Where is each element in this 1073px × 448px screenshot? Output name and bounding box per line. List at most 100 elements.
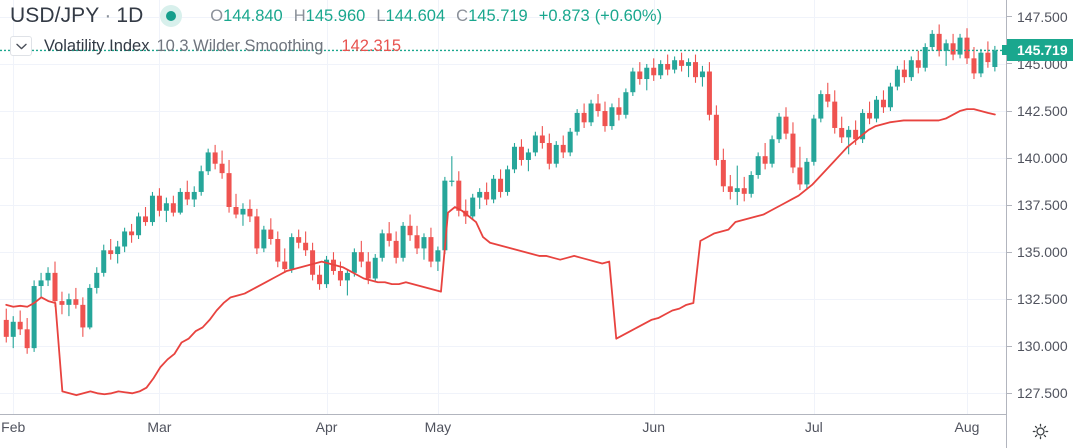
candle-body xyxy=(365,261,371,279)
chart-gridlines xyxy=(0,0,1006,414)
price-axis-tick-label: 130.000 xyxy=(1017,338,1068,355)
candle-body xyxy=(908,60,914,78)
candle-body xyxy=(303,242,309,251)
symbol-legend-row[interactable]: USD/JPY · 1D O144.840 H145.960 L144.604 … xyxy=(10,4,662,28)
candle-body xyxy=(358,252,364,262)
candle-body xyxy=(337,270,343,281)
market-open-dot-icon xyxy=(160,5,183,27)
candle-body xyxy=(24,329,30,349)
candle-body xyxy=(73,299,79,305)
time-axis-tick: Jun xyxy=(642,415,665,435)
candle-body xyxy=(567,131,573,153)
time-axis-tick: Mar xyxy=(147,415,171,435)
candle-body xyxy=(421,237,427,249)
time-axis-tick-label: Aug xyxy=(954,419,980,435)
candle-body xyxy=(658,63,664,76)
candle-body xyxy=(296,237,302,243)
indicator-name[interactable]: Volatility Index xyxy=(44,36,150,55)
candle-body xyxy=(477,191,483,198)
candle-body xyxy=(511,146,517,170)
candle-body xyxy=(581,112,587,123)
candle-body xyxy=(428,237,434,262)
price-axis-tick: 127.500 xyxy=(1007,385,1068,401)
price-axis-tick: 140.000 xyxy=(1007,150,1068,166)
ohlc-low: L144.604 xyxy=(376,7,445,26)
candle-body xyxy=(860,112,866,140)
ohlc-low-value: 144.604 xyxy=(385,6,446,25)
candle-body xyxy=(372,257,378,279)
candle-body xyxy=(31,286,37,349)
candle-body xyxy=(992,50,998,67)
candle-body xyxy=(324,259,330,285)
candle-body xyxy=(839,127,845,138)
candle-body xyxy=(560,144,566,153)
tick-dash xyxy=(1007,392,1012,394)
candle-body xyxy=(595,103,601,112)
time-axis-tick: Feb xyxy=(1,415,25,435)
candle-body xyxy=(254,216,260,249)
ohlc-open-value: 144.840 xyxy=(223,6,283,25)
chart-interval[interactable]: 1D xyxy=(116,4,144,27)
tick-dash xyxy=(1007,204,1012,206)
candle-body xyxy=(289,237,295,270)
price-axis-tick: 130.000 xyxy=(1007,338,1068,354)
candle-body xyxy=(247,208,253,217)
candle-body xyxy=(867,112,873,119)
candle-body xyxy=(122,231,128,247)
candle-body xyxy=(108,250,114,255)
time-axis[interactable]: Feb Mar Apr May Jun Jul Aug xyxy=(0,414,1073,448)
candle-body xyxy=(546,143,552,164)
candle-body xyxy=(129,231,135,236)
indicator-legend-row[interactable]: Volatility Index 10 3 Wilder Smoothing 1… xyxy=(10,36,401,56)
candle-body xyxy=(588,103,594,123)
tick-dash xyxy=(1007,298,1012,300)
price-axis-tick-label: 147.500 xyxy=(1017,8,1068,25)
candle-body xyxy=(45,272,51,281)
symbol-name[interactable]: USD/JPY xyxy=(10,4,100,27)
current-price-badge[interactable]: 145.719 xyxy=(1002,39,1073,62)
candle-body xyxy=(505,169,511,192)
price-axis-tick-label: 142.500 xyxy=(1017,103,1068,120)
candle-body xyxy=(741,188,747,194)
candle-body xyxy=(818,94,824,119)
time-axis-tick: Apr xyxy=(316,415,338,435)
candle-body xyxy=(212,152,218,164)
price-axis[interactable]: 147.500 145.000 142.500 140.000 137.500 135.0… xyxy=(1002,0,1073,414)
indicator-value: 142.315 xyxy=(341,36,402,55)
candle-body xyxy=(101,250,107,273)
time-axis-tick-label: May xyxy=(424,419,452,435)
candle-body xyxy=(887,86,893,108)
chevron-down-icon[interactable] xyxy=(10,36,32,56)
candle-body xyxy=(177,191,183,213)
candle-body xyxy=(532,135,538,153)
candle-body xyxy=(317,274,323,285)
indicator-params[interactable]: 10 3 Wilder Smoothing xyxy=(156,36,324,55)
chart-settings-button[interactable] xyxy=(1006,414,1073,448)
chart-plot-area[interactable] xyxy=(0,0,1006,414)
ohlc-close: C145.719 xyxy=(456,7,528,26)
tick-dash xyxy=(1007,345,1012,347)
candle-body xyxy=(344,272,350,281)
current-price-label: 145.719 xyxy=(1017,42,1068,59)
candle-body xyxy=(602,111,608,127)
candle-body xyxy=(268,229,274,239)
candle-body xyxy=(115,246,121,255)
price-axis-tick-label: 137.500 xyxy=(1017,197,1068,214)
candle-body xyxy=(539,135,545,144)
candle-body xyxy=(978,52,984,74)
candle-body xyxy=(699,71,705,78)
candle-body xyxy=(282,261,288,270)
candle-body xyxy=(713,114,719,160)
candle-body xyxy=(38,280,44,287)
candle-body xyxy=(706,71,712,115)
candle-body xyxy=(233,207,239,215)
candle-body xyxy=(825,94,831,102)
candle-body xyxy=(136,216,142,236)
candle-body xyxy=(692,62,699,78)
candle-body xyxy=(804,161,810,185)
candle-body xyxy=(261,229,267,249)
symbol-separator: · xyxy=(104,4,112,27)
time-axis-tick: Aug xyxy=(955,415,980,435)
candle-body xyxy=(929,33,935,48)
candle-body xyxy=(915,60,921,68)
